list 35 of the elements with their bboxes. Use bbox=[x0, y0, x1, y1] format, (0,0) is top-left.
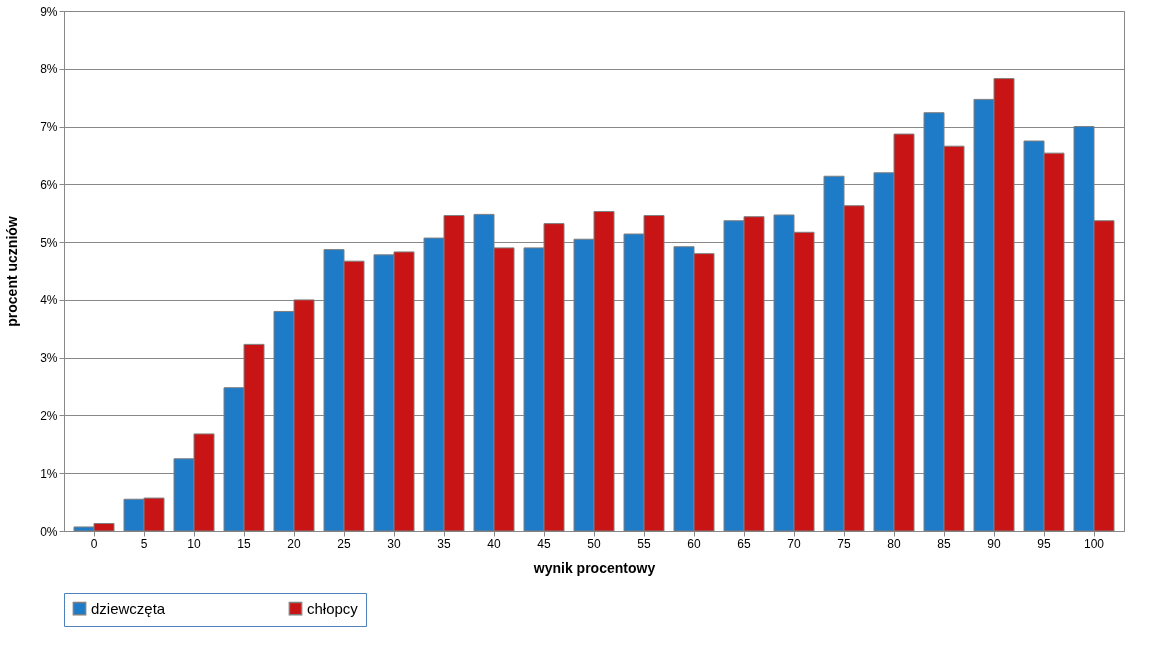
legend-label: chłopcy bbox=[307, 599, 359, 617]
x-tick-label: 50 bbox=[587, 536, 601, 551]
y-tick-label: 4% bbox=[40, 293, 58, 308]
x-tick-label: 10 bbox=[187, 536, 201, 551]
x-tick-label: 85 bbox=[937, 536, 951, 551]
x-tick-label: 55 bbox=[637, 536, 651, 551]
x-tick-label: 90 bbox=[987, 536, 1001, 551]
x-tick-label: 100 bbox=[1083, 536, 1105, 551]
x-tick-label: 20 bbox=[287, 536, 301, 551]
x-tick-label: 0 bbox=[90, 536, 98, 551]
x-tick-label: 70 bbox=[787, 536, 801, 551]
legend-label: dziewczęta bbox=[91, 599, 166, 617]
x-axis-title: wynik procentowy bbox=[532, 559, 656, 576]
y-tick-label: 7% bbox=[40, 120, 58, 135]
x-tick-label: 30 bbox=[387, 536, 401, 551]
x-tick-label: 80 bbox=[887, 536, 901, 551]
y-tick-label: 9% bbox=[40, 4, 58, 19]
y-tick-label: 0% bbox=[40, 524, 58, 539]
y-tick-label: 2% bbox=[40, 408, 58, 423]
x-tick-label: 95 bbox=[1037, 536, 1051, 551]
y-tick-label: 1% bbox=[40, 466, 58, 481]
y-tick-label: 8% bbox=[40, 62, 58, 77]
x-tick-label: 40 bbox=[487, 536, 501, 551]
x-tick-label: 5 bbox=[140, 536, 148, 551]
y-tick-label: 3% bbox=[40, 351, 58, 366]
x-tick-label: 25 bbox=[337, 536, 351, 551]
x-tick-label: 15 bbox=[237, 536, 251, 551]
x-tick-label: 45 bbox=[537, 536, 551, 551]
x-tick-label: 65 bbox=[737, 536, 751, 551]
y-tick-label: 6% bbox=[40, 177, 58, 192]
y-axis-title: procent uczniów bbox=[4, 216, 21, 327]
x-tick-label: 75 bbox=[837, 536, 851, 551]
x-tick-label: 60 bbox=[687, 536, 701, 551]
x-tick-label: 35 bbox=[437, 536, 451, 551]
y-tick-label: 5% bbox=[40, 235, 58, 250]
